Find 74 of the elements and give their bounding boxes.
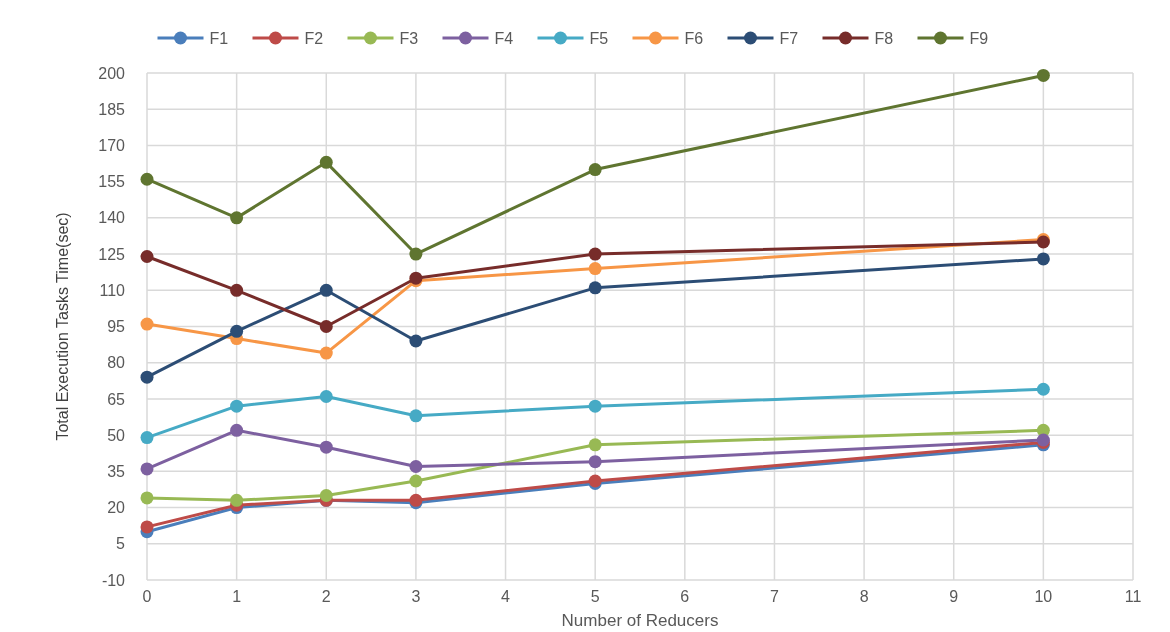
y-tick-label: 185 <box>98 100 126 118</box>
x-tick-label: 8 <box>859 588 869 605</box>
x-tick-label: 3 <box>411 588 421 605</box>
y-axis-title: Total Execution Tasks Time(sec) <box>54 212 71 441</box>
point <box>319 489 333 502</box>
legend-label: F6 <box>684 29 704 47</box>
y-tick-label: 50 <box>107 426 126 444</box>
point <box>319 320 333 333</box>
point <box>588 438 602 452</box>
x-tick-label: 10 <box>1034 588 1053 605</box>
y-tick-label: 5 <box>116 535 126 553</box>
y-tick-label: -10 <box>101 571 126 589</box>
x-tick-label: 11 <box>1124 588 1142 605</box>
y-tick-label: 155 <box>98 173 126 191</box>
point <box>409 247 423 261</box>
x-tick-label: 1 <box>232 588 242 605</box>
point <box>1036 68 1050 82</box>
y-tick-label: 140 <box>98 209 126 227</box>
legend-label: F5 <box>589 29 609 47</box>
point <box>230 324 244 338</box>
point <box>1036 252 1050 266</box>
y-tick-label: 125 <box>98 245 126 263</box>
point <box>588 455 602 469</box>
x-tick-label: 9 <box>949 588 959 605</box>
point <box>140 520 154 534</box>
x-axis-title: Number of Reducers <box>561 611 719 630</box>
legend-label: F3 <box>399 29 419 47</box>
x-tick-label: 7 <box>770 588 779 605</box>
legend-label: F1 <box>209 29 229 47</box>
point <box>319 440 333 454</box>
y-tick-label: 95 <box>107 318 126 336</box>
point <box>588 262 602 276</box>
y-tick-label: 65 <box>107 390 126 408</box>
y-tick-label: 35 <box>107 462 126 480</box>
point <box>140 431 154 445</box>
point <box>230 423 244 437</box>
legend-label: F8 <box>874 29 894 47</box>
legend-label: F2 <box>304 29 324 47</box>
point <box>230 211 244 225</box>
y-tick-label: 170 <box>98 137 126 155</box>
point <box>319 346 333 360</box>
point <box>409 460 423 474</box>
x-tick-label: 4 <box>501 588 511 605</box>
legend-label: F7 <box>779 29 799 47</box>
point <box>409 474 423 488</box>
point <box>1036 382 1050 396</box>
point <box>140 317 154 331</box>
point <box>230 283 244 297</box>
x-tick-label: 5 <box>590 588 600 605</box>
point <box>319 155 333 169</box>
point <box>140 491 154 505</box>
y-tick-label: 110 <box>99 281 126 299</box>
point <box>588 163 602 177</box>
point <box>230 493 244 507</box>
x-tick-label: 0 <box>142 588 152 605</box>
point <box>140 370 154 384</box>
y-tick-label: 200 <box>98 64 126 82</box>
x-tick-label: 6 <box>680 588 690 605</box>
point <box>140 249 154 263</box>
point <box>588 247 602 261</box>
point <box>409 334 423 348</box>
x-tick-label: 2 <box>321 588 331 605</box>
y-tick-label: 80 <box>107 354 126 372</box>
point <box>140 172 154 186</box>
point <box>319 283 333 297</box>
point <box>588 281 602 295</box>
point <box>230 399 244 413</box>
legend-label: F9 <box>969 29 989 47</box>
legend-label: F4 <box>494 29 514 47</box>
point <box>140 462 154 476</box>
point <box>409 409 423 423</box>
y-tick-label: 20 <box>107 499 126 517</box>
point <box>319 390 333 404</box>
point <box>588 399 602 413</box>
